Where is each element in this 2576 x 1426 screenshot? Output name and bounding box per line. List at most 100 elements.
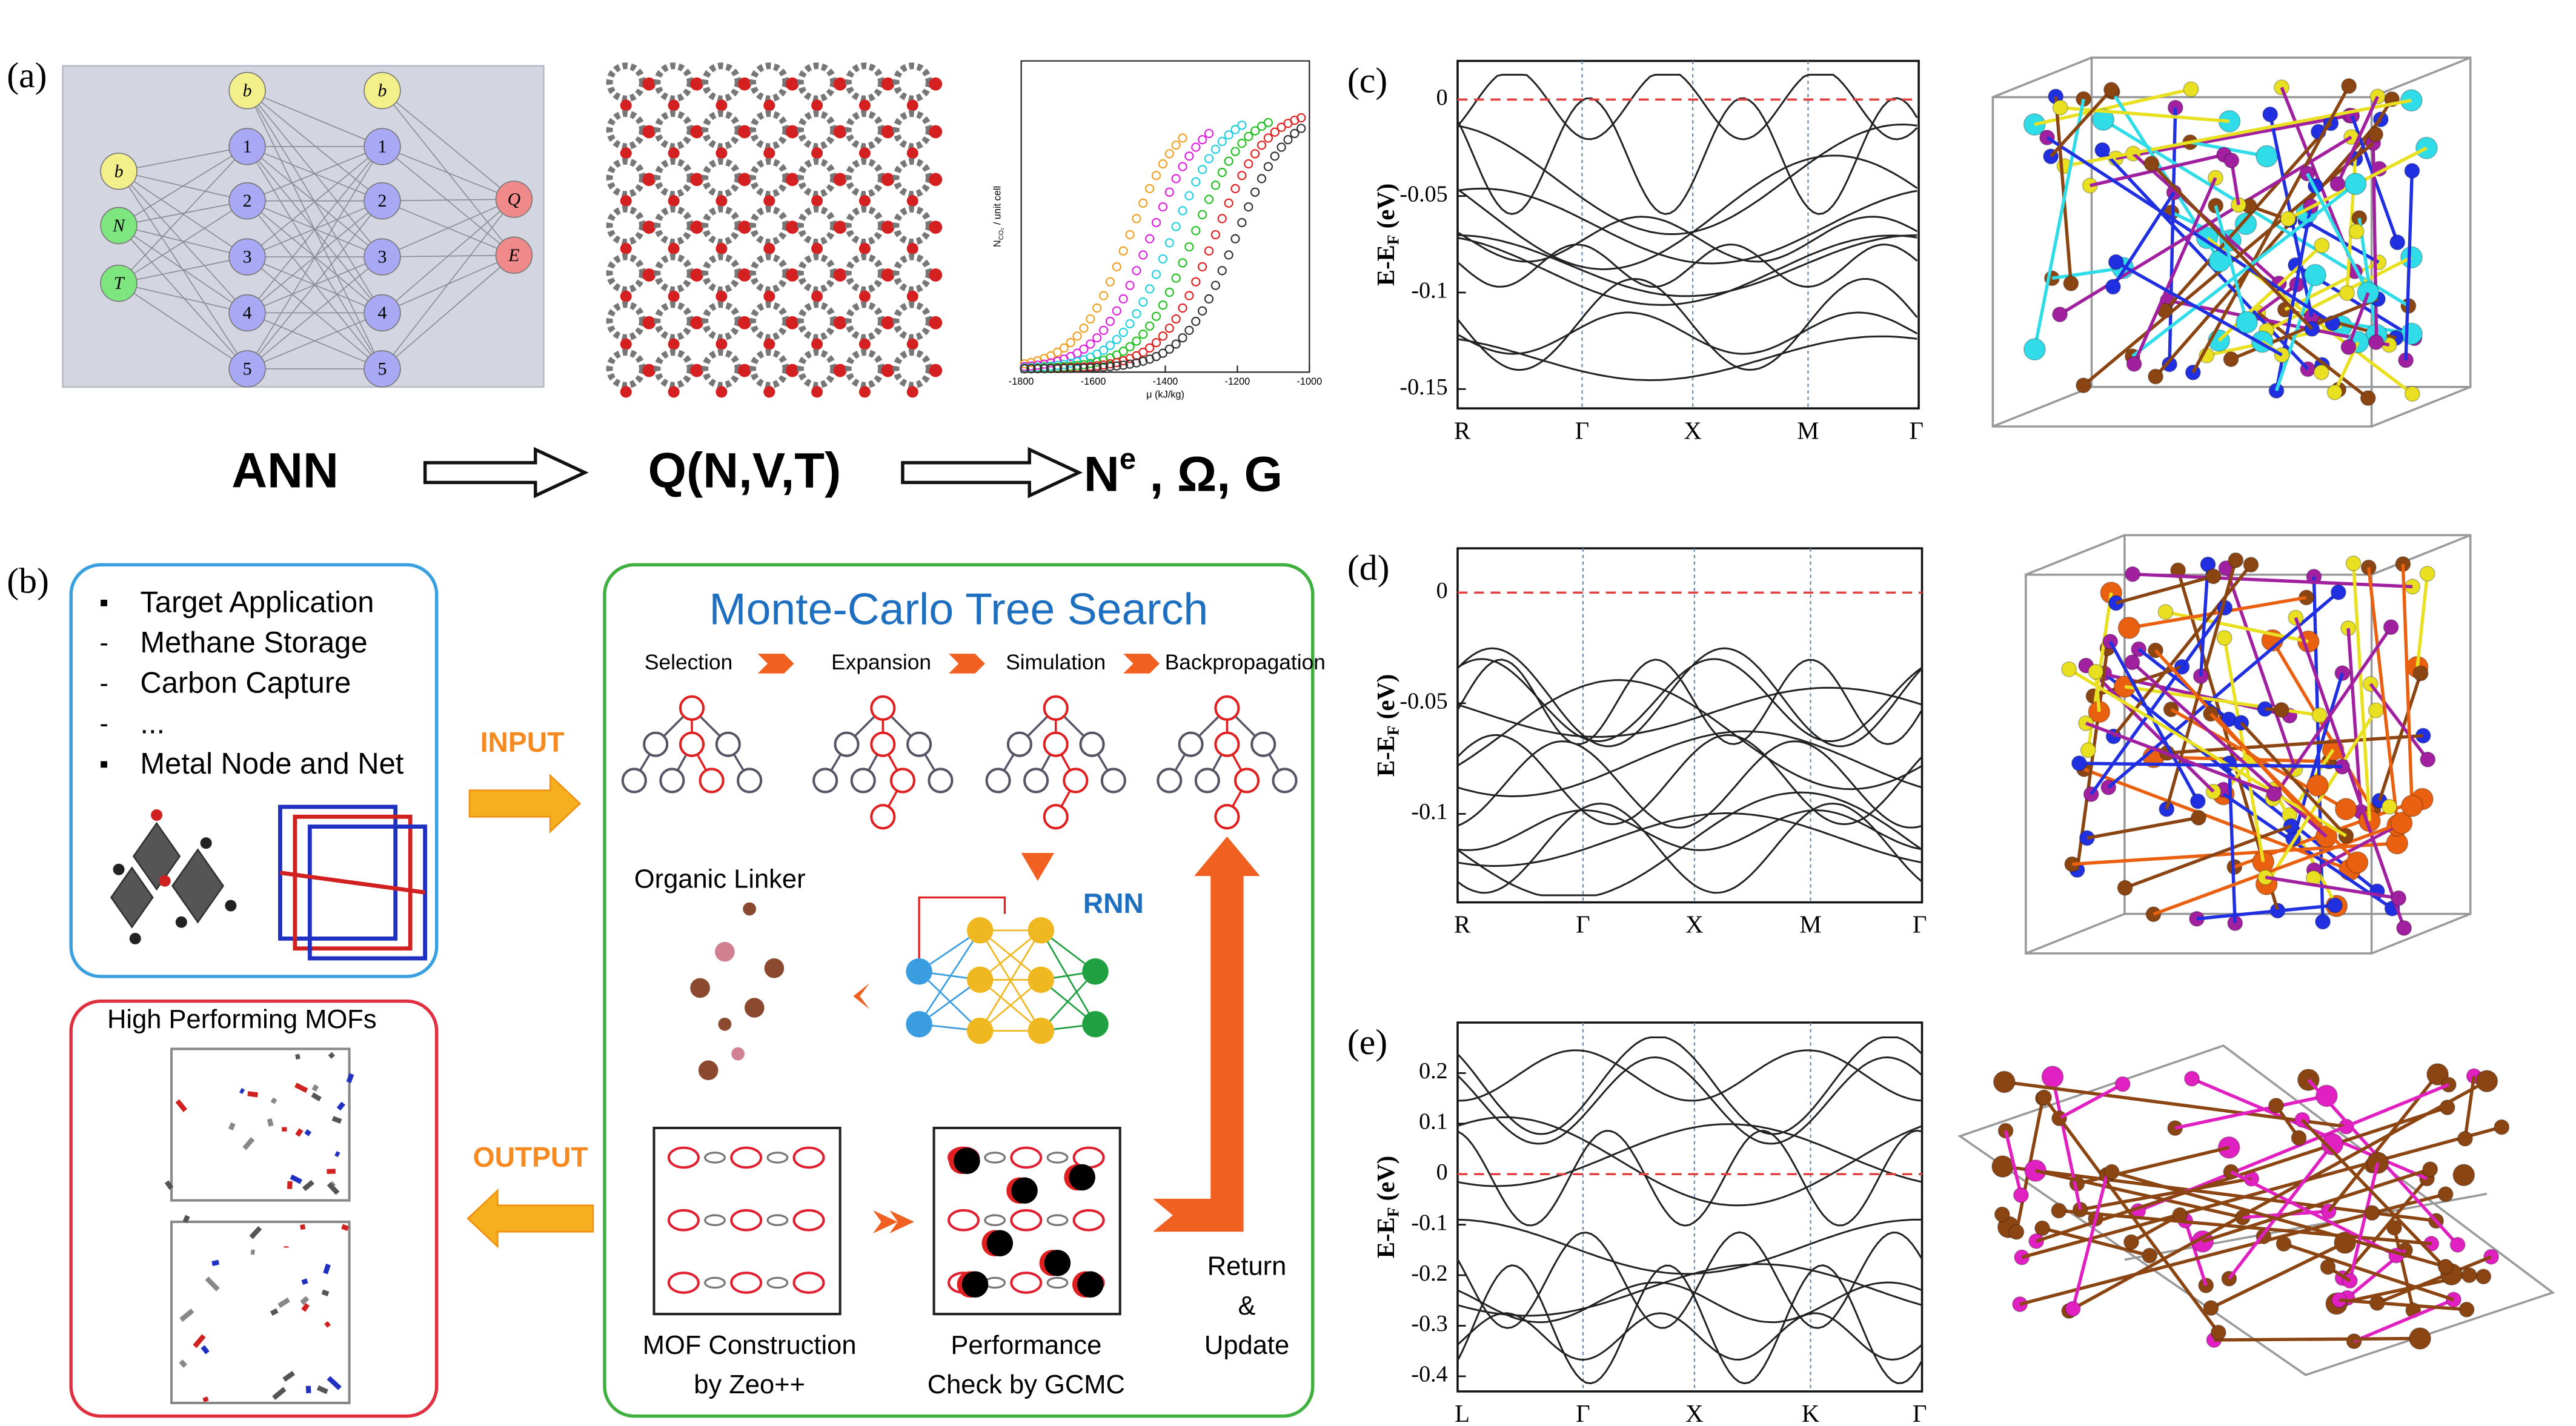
mof-bond	[193, 1334, 206, 1348]
isotherm-point	[1112, 306, 1121, 316]
y-axis-subscript: CO₂	[998, 228, 1005, 240]
arrow-label: OUTPUT	[473, 1141, 588, 1173]
x-tick-label: Γ	[1913, 911, 1927, 938]
framework-atom	[833, 77, 847, 91]
y-axis-symbol: E-E	[1372, 1217, 1399, 1258]
isotherm-point	[1198, 134, 1207, 145]
mof-bond	[272, 1387, 287, 1401]
list-marker: -	[99, 669, 108, 698]
isotherm-point	[1198, 262, 1207, 271]
band-curve	[1457, 1123, 1922, 1187]
framework-atom	[881, 173, 895, 187]
network-edge	[382, 146, 514, 256]
step-chevron	[757, 654, 794, 674]
mof-link	[704, 1214, 726, 1227]
bond	[2051, 266, 2123, 280]
band-curve	[1457, 803, 1923, 894]
bond	[2050, 88, 2113, 158]
band-curve	[1456, 1231, 1923, 1329]
y-tick-label: -0.1	[1411, 1210, 1447, 1235]
framework-ring	[845, 301, 885, 341]
framework-ring	[845, 349, 885, 389]
network-edge	[118, 225, 248, 370]
mof-bond	[201, 1345, 210, 1355]
mof-square	[652, 1126, 842, 1316]
atom	[2114, 1076, 2131, 1092]
band-curve	[1457, 1281, 1923, 1324]
atom	[2080, 742, 2096, 758]
mof-bond	[324, 1321, 331, 1328]
input-arrow	[468, 774, 582, 834]
bond	[2163, 122, 2332, 312]
isotherm-point	[1184, 291, 1194, 300]
bond	[2131, 182, 2357, 358]
atom	[2348, 224, 2365, 240]
y-axis-unit: (eV)	[1372, 184, 1399, 235]
framework-atom	[690, 221, 704, 234]
mof-node	[667, 1209, 700, 1232]
framework-atom	[785, 125, 799, 139]
x-tick-label: X	[1684, 417, 1701, 444]
network-edge	[118, 200, 248, 284]
framework-atom	[668, 338, 680, 350]
isotherm-point	[1191, 316, 1201, 327]
network-edge	[382, 90, 514, 200]
isotherm-point	[1198, 210, 1207, 219]
isotherm-point	[1164, 323, 1174, 333]
atom	[2216, 629, 2232, 646]
network-edge	[382, 199, 514, 257]
framework-atom	[929, 268, 943, 282]
band-curve	[1457, 124, 1917, 236]
atom	[2103, 82, 2119, 98]
bond	[2230, 1170, 2397, 1257]
list-item: Target Application	[140, 586, 374, 619]
mof-bond	[346, 1073, 354, 1083]
tree-node	[737, 768, 763, 794]
node-label: 2	[377, 191, 387, 211]
rnn-node	[966, 966, 994, 993]
framework-atom	[833, 221, 847, 234]
atom	[2389, 234, 2406, 251]
gas-molecule	[954, 1147, 980, 1175]
atom	[2391, 890, 2407, 906]
tree-node	[870, 804, 896, 830]
caption: &	[1238, 1292, 1256, 1321]
atom	[2291, 1130, 2307, 1146]
hollow-arrow	[901, 446, 1083, 499]
band-curve	[1457, 187, 1917, 265]
x-tick-label: X	[1685, 1400, 1703, 1426]
framework-ring	[797, 205, 837, 246]
mof-bond	[316, 1385, 328, 1394]
bond	[2085, 721, 2275, 796]
bond	[2217, 244, 2323, 342]
tree-node	[1214, 731, 1240, 757]
tree-node	[1079, 731, 1105, 757]
atom	[2483, 1249, 2500, 1265]
tree-node	[1250, 731, 1276, 757]
atom	[2063, 275, 2079, 291]
framework-atom	[668, 242, 680, 254]
list-item: Metal Node and Net	[140, 748, 403, 780]
isotherm-point	[1204, 246, 1214, 256]
rnn-node	[966, 1017, 994, 1044]
x-tick-label: -1200	[1225, 376, 1250, 387]
atom	[2494, 1119, 2510, 1135]
framework-ring	[606, 158, 646, 198]
bond	[2369, 683, 2429, 761]
framework-atom	[785, 221, 799, 234]
atom	[2409, 1327, 2432, 1350]
isotherm-point	[1263, 133, 1273, 143]
bond	[2153, 821, 2402, 916]
framework-atom	[833, 173, 847, 187]
gas-molecule	[986, 1230, 1014, 1257]
isotherm-point	[1098, 291, 1109, 300]
isotherm-point	[1151, 270, 1161, 279]
isotherm-point	[1191, 277, 1201, 287]
atom	[2061, 661, 2077, 677]
bond	[2086, 816, 2199, 840]
bond	[2229, 160, 2240, 205]
atom	[2071, 755, 2087, 772]
mof-bond	[327, 1182, 340, 1195]
isotherm-point	[1105, 340, 1115, 350]
mof-bond	[182, 1215, 190, 1224]
